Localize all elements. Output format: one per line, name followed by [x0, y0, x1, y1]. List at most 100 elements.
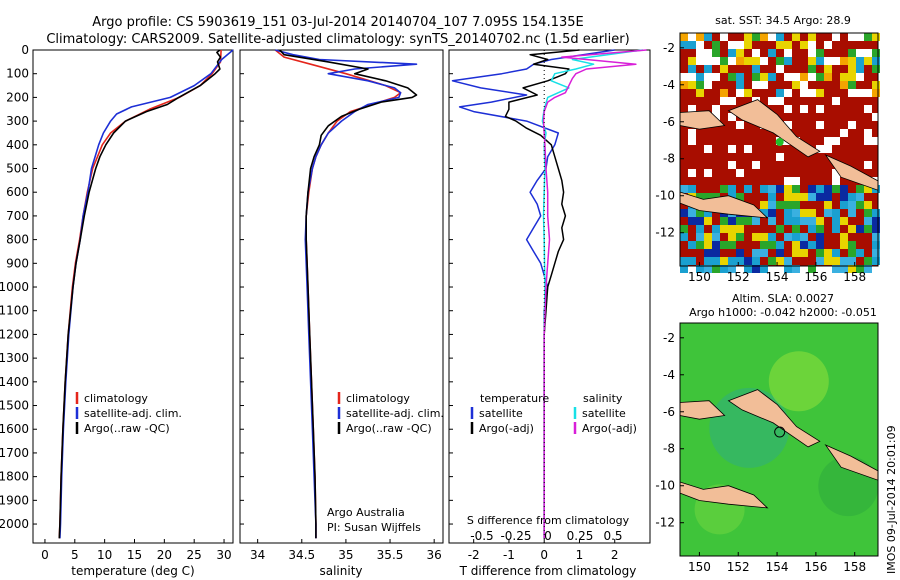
- sst-cell: [792, 201, 800, 209]
- lat-tick-label: -12: [655, 226, 675, 240]
- depth-tick-label: 1300: [0, 351, 29, 365]
- legend-label-argo: Argo(..raw -QC): [84, 422, 170, 435]
- depth-tick-label: 1500: [0, 399, 29, 413]
- sst-cell: [760, 81, 768, 89]
- sst-cell: [680, 185, 688, 193]
- depth-tick-label: 100: [6, 67, 29, 81]
- sst-cell: [816, 185, 824, 193]
- sst-cell: [720, 225, 728, 233]
- sst-cell: [768, 257, 776, 265]
- sst-cell: [720, 265, 728, 273]
- sst-cell: [832, 33, 840, 41]
- lon-tick-label: 154: [766, 560, 789, 574]
- sst-cell: [784, 57, 792, 65]
- sst-cell: [696, 217, 704, 225]
- sst-cell: [752, 233, 760, 241]
- sst-cell: [816, 193, 824, 201]
- sst-cell: [808, 57, 816, 65]
- sst-cell: [736, 41, 744, 49]
- sst-cell: [832, 249, 840, 257]
- salinity-legend: climatology satellite-adj. clim. Argo(..…: [337, 392, 444, 435]
- sst-cell: [840, 185, 848, 193]
- sst-cell: [720, 89, 728, 97]
- sst-cell: [704, 81, 712, 89]
- sst-cell: [824, 257, 832, 265]
- sst-cell: [776, 249, 784, 257]
- sst-cell: [808, 65, 816, 73]
- sst-cell: [696, 33, 704, 41]
- sst-cell: [760, 233, 768, 241]
- land-mass: [727, 99, 821, 158]
- sst-cell: [768, 201, 776, 209]
- legend-label-t-satellite: satellite: [479, 407, 523, 420]
- x-tick-label: 15: [127, 548, 142, 562]
- sst-cell: [712, 193, 720, 201]
- sst-cell: [696, 41, 704, 49]
- sst-cell: [872, 49, 880, 57]
- sst-cell: [768, 97, 776, 105]
- sst-cell: [784, 257, 792, 265]
- sst-cell: [680, 257, 688, 265]
- sst-cell: [768, 233, 776, 241]
- depth-tick-label: 600: [6, 185, 29, 199]
- sst-cell: [824, 209, 832, 217]
- sst-cell: [768, 33, 776, 41]
- lat-tick-label: -10: [655, 479, 675, 493]
- sst-cell: [872, 217, 880, 225]
- sst-cell: [840, 265, 848, 273]
- sst-cell: [696, 89, 704, 97]
- sst-cell: [712, 105, 720, 113]
- sst-cell: [864, 265, 872, 273]
- difference-panel: [448, 49, 651, 544]
- sst-cell: [776, 41, 784, 49]
- sst-cell: [688, 105, 696, 113]
- sst-cell: [712, 257, 720, 265]
- sst-cell: [752, 49, 760, 57]
- x-tick-label: 34: [250, 548, 265, 562]
- sst-cell: [736, 169, 744, 177]
- sst-cell: [704, 33, 712, 41]
- sst-cell: [792, 233, 800, 241]
- sst-cell: [736, 81, 744, 89]
- lon-tick-label: 156: [804, 560, 827, 574]
- sst-cell: [864, 257, 872, 265]
- sst-cell: [688, 241, 696, 249]
- sst-cell: [688, 33, 696, 41]
- sst-cell: [816, 241, 824, 249]
- sst-cell: [848, 193, 856, 201]
- lon-tick-label: 158: [843, 560, 866, 574]
- sst-cell: [848, 57, 856, 65]
- salinity-xlabel: salinity: [319, 564, 362, 578]
- sst-cell: [840, 81, 848, 89]
- sst-cell: [720, 65, 728, 73]
- sst-cell: [736, 193, 744, 201]
- depth-tick-label: 200: [6, 90, 29, 104]
- sst-cell: [680, 233, 688, 241]
- sst-cell: [872, 225, 880, 233]
- sst-cell: [856, 49, 864, 57]
- sst-cell: [856, 265, 864, 273]
- sst-cell: [848, 89, 856, 97]
- sst-cell: [800, 209, 808, 217]
- sst-cell: [728, 57, 736, 65]
- sst-cell: [688, 57, 696, 65]
- sst-cell: [848, 265, 856, 273]
- sst-cell: [704, 169, 712, 177]
- sst-cell: [688, 217, 696, 225]
- sst-cell: [784, 209, 792, 217]
- sst-cell: [840, 241, 848, 249]
- x-tick-label: 34.5: [288, 548, 315, 562]
- lat-tick-label: -6: [663, 115, 675, 129]
- sst-cell: [704, 217, 712, 225]
- sst-cell: [720, 185, 728, 193]
- sst-cell: [816, 257, 824, 265]
- sst-cell: [808, 33, 816, 41]
- series-line-argo: [279, 49, 418, 539]
- sst-cell: [792, 33, 800, 41]
- sst-cell: [832, 257, 840, 265]
- series-line-t-satellite: [451, 49, 615, 539]
- temperature-plot: 0 5 10 15 20 25 30: [41, 49, 234, 562]
- sst-cell: [832, 217, 840, 225]
- sst-cell: [792, 177, 800, 185]
- sst-cell: [736, 89, 744, 97]
